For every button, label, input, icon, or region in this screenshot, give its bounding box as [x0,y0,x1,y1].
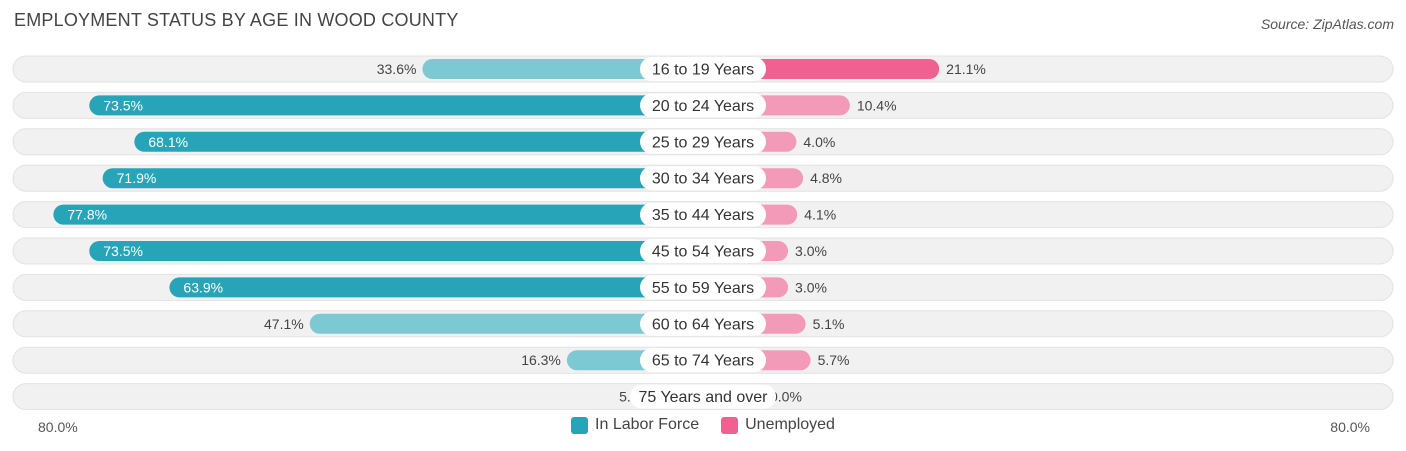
row-6: 63.9% 3.0% 55 to 59 Years [12,273,1394,301]
labor-value-label: 47.1% [264,316,304,332]
category-pill [640,311,766,336]
axis-right-label: 80.0% [1330,419,1370,435]
source-credit: Source: ZipAtlas.com [1260,16,1394,32]
labor-bar[interactable] [422,59,703,79]
category-label: 45 to 54 Years [652,244,754,261]
labor-bar[interactable] [102,168,703,189]
labor-bar[interactable] [89,241,703,261]
labor-value-label: 71.9% [117,170,157,186]
category-label: 30 to 34 Years [652,171,754,188]
labor-value-label: 33.6% [377,61,417,77]
category-label: 55 to 59 Years [652,280,754,297]
labor-value-label: 77.8% [67,207,107,223]
category-pill [640,57,766,81]
labor-bar[interactable] [309,313,703,334]
category-pill [640,239,766,263]
unemployed-value-label: 3.0% [795,243,827,259]
legend-swatch-unemployed [721,416,739,434]
labor-bar[interactable] [134,131,704,152]
row-2: 68.1% 4.0% 25 to 29 Years [12,128,1394,156]
unemployed-value-label: 4.0% [803,134,835,150]
category-label: 60 to 64 Years [652,316,754,333]
legend-swatch-labor [571,416,589,434]
category-pill [640,202,766,227]
axis-left-label: 80.0% [38,419,78,435]
row-3: 71.9% 4.8% 30 to 34 Years [12,164,1394,192]
category-pill [640,275,766,300]
chart-title: EMPLOYMENT STATUS BY AGE IN WOOD COUNTY [14,10,459,30]
unemployed-value-label: 0.0% [770,389,802,405]
category-label: 20 to 24 Years [652,98,754,115]
category-pill [630,384,776,409]
unemployed-value-label: 4.1% [804,207,836,223]
unemployed-value-label: 21.1% [946,61,986,77]
labor-value-label: 68.1% [148,134,188,150]
labor-value-label: 16.3% [521,352,561,368]
row-0: 33.6% 21.1% 16 to 19 Years [12,55,1394,83]
unemployed-value-label: 10.4% [857,97,897,113]
labor-bar[interactable] [169,277,703,298]
row-5: 73.5% 3.0% 45 to 54 Years [12,237,1394,265]
unemployed-value-label: 4.8% [810,170,842,186]
category-pill [640,348,766,373]
row-9: 5.5%0.0%75 Years and over [12,383,1394,410]
category-label: 16 to 19 Years [652,62,754,79]
unemployed-value-label: 5.7% [818,352,850,368]
legend-item-labor[interactable]: In Labor Force [571,416,699,434]
row-1: 73.5% 10.4% 20 to 24 Years [12,91,1394,119]
row-7: 47.1% 5.1% 60 to 64 Years [12,310,1394,338]
labor-bar[interactable] [53,204,704,225]
labor-value-label: 73.5% [103,243,143,259]
row-4: 77.8% 4.1% 35 to 44 Years [12,201,1394,229]
labor-bar[interactable] [89,95,703,116]
category-pill [640,93,766,118]
category-label: 25 to 29 Years [652,134,754,151]
category-label: 75 Years and over [639,389,769,406]
category-pill [640,166,766,191]
legend-label-labor: In Labor Force [595,416,700,433]
category-label: 65 to 74 Years [652,353,754,370]
legend-item-unemployed[interactable]: Unemployed [721,416,835,434]
unemployed-value-label: 5.1% [813,316,845,332]
legend-label-unemployed: Unemployed [745,416,835,433]
chart-plot: 33.6% 21.1% 16 to 19 Years 73.5% 10.4% 20 to … [12,55,1394,410]
labor-value-label: 63.9% [183,279,223,295]
legend: In Labor Force Unemployed [0,416,1406,434]
category-pill [640,129,766,154]
category-label: 35 to 44 Years [652,207,754,224]
labor-value-label: 73.5% [103,97,143,113]
unemployed-value-label: 3.0% [795,279,827,295]
row-8: 16.3% 5.7% 65 to 74 Years [12,346,1394,374]
